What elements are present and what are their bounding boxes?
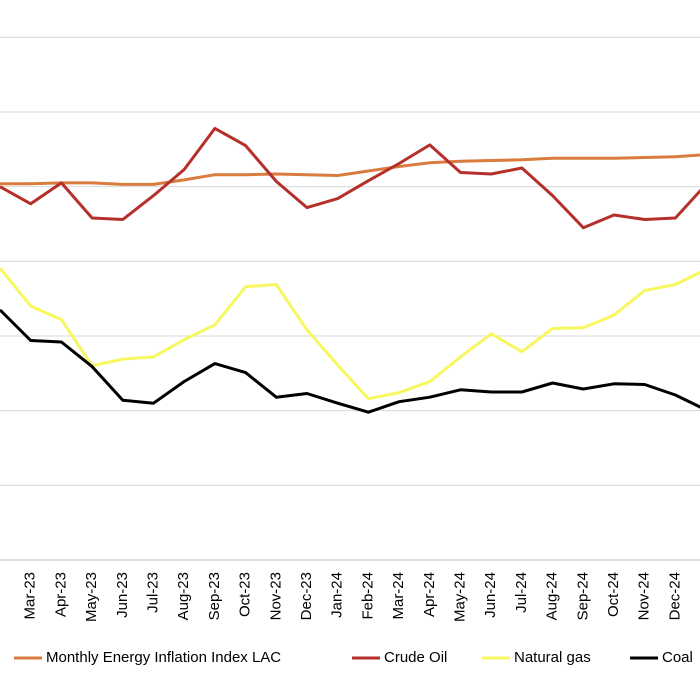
x-tick-label: Oct-24 [605,572,622,617]
series-line [0,153,700,186]
x-tick-label: Nov-24 [636,572,653,620]
x-tick-label: Jan-24 [329,572,346,618]
series-line [0,308,700,414]
legend-label: Coal [662,649,693,666]
grid [0,36,700,561]
x-tick-label: Mar-24 [390,572,407,620]
series-line [0,126,700,230]
x-tick-label: Feb-24 [359,572,376,620]
legend-label: Natural gas [514,649,591,666]
x-tick-label: May-24 [451,572,468,622]
x-tick-label: Mar-23 [22,572,39,620]
x-tick-label: Jun-23 [114,572,131,618]
x-tick-label: Nov-23 [267,572,284,620]
legend-label: Crude Oil [384,649,447,666]
legend: Monthly Energy Inflation Index LAC Crude … [14,649,693,666]
x-tick-label: Oct-23 [237,572,254,617]
x-tick-label: Dec-23 [298,572,315,620]
legend-label: Monthly Energy Inflation Index LAC [46,649,281,666]
x-tick-label: Apr-23 [52,572,69,617]
x-tick-label: Jun-24 [482,572,499,618]
x-tick-label: Sep-23 [206,572,223,620]
series-line [0,267,700,401]
x-tick-label: Aug-24 [544,572,561,620]
x-tick-label: Aug-23 [175,572,192,620]
x-tick-label: Apr-24 [421,572,438,617]
x-axis: Mar-23 Apr-23 May-23 Jun-23 Jul-23 Aug-23 Sep-… [22,572,684,622]
x-tick-label: Dec-24 [666,572,683,620]
x-tick-label: May-23 [83,572,100,622]
plot [0,126,700,414]
x-tick-label: Jul-24 [513,572,530,613]
x-tick-label: Sep-24 [574,572,591,620]
x-tick-label: Jul-23 [144,572,161,613]
